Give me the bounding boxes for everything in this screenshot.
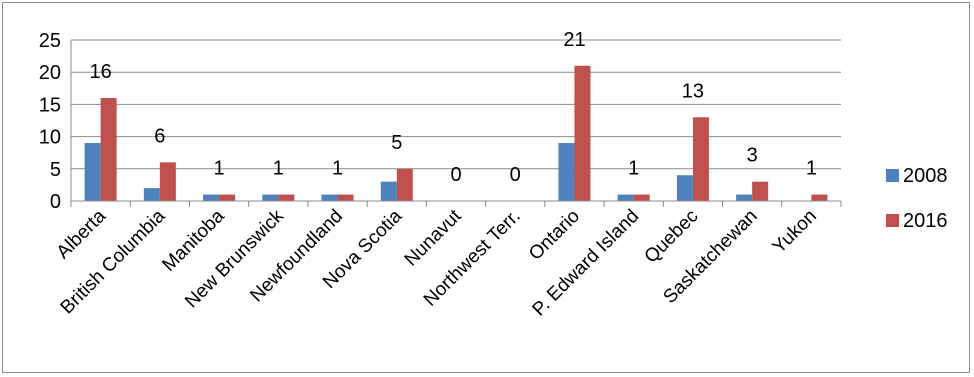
data-label: 3	[747, 145, 758, 167]
y-tick-label: 25	[39, 30, 61, 52]
bar-2008-quebec	[676, 175, 693, 201]
bar-2008-p-edward-island	[617, 194, 634, 201]
bar-2016-manitoba	[219, 194, 236, 201]
data-label: 0	[450, 164, 461, 186]
bar-2016-new-brunswick	[278, 194, 295, 201]
data-label: 1	[273, 158, 284, 180]
bar-2008-alberta	[84, 143, 101, 201]
bar-2016-nova-scotia	[396, 168, 413, 201]
bar-2008-newfoundland	[321, 194, 338, 201]
y-tick-label: 0	[50, 191, 61, 213]
x-category-label: British Columbia	[57, 205, 170, 318]
bar-2016-quebec	[692, 117, 709, 201]
bar-2016-ontario	[574, 65, 591, 201]
gridlines	[71, 39, 841, 170]
bar-2016-newfoundland	[337, 194, 354, 201]
bar-2008-ontario	[558, 143, 575, 201]
bar-2016-p-edward-island	[633, 194, 650, 201]
data-label: 5	[391, 132, 402, 154]
y-tick-label: 5	[50, 159, 61, 181]
chart-frame: 0 5 10 15 20 25 Alberta British Columbia Manitob…	[2, 2, 970, 373]
data-label: 1	[628, 158, 639, 180]
data-label: 1	[214, 158, 225, 180]
bar-2016-british-columbia	[159, 162, 176, 201]
legend-label: 2016	[903, 210, 948, 232]
data-label: 1	[332, 158, 343, 180]
bar-2016-saskatchewan	[752, 181, 769, 201]
y-tick-label: 10	[39, 127, 61, 149]
bar-2008-manitoba	[203, 194, 220, 201]
bars	[84, 65, 828, 201]
legend-swatch	[886, 214, 899, 227]
data-label: 13	[682, 80, 704, 102]
data-label: 16	[89, 61, 111, 83]
data-labels: 16 6 1 1 1 5 0 0 21 1 13 3 1	[89, 29, 816, 186]
bar-2008-saskatchewan	[736, 194, 753, 201]
bar-2008-nova-scotia	[380, 181, 397, 201]
y-tick-label: 15	[39, 94, 61, 116]
data-label: 0	[510, 164, 521, 186]
data-label: 21	[563, 29, 585, 51]
data-label: 1	[806, 158, 817, 180]
x-category-label: Ontario	[525, 206, 584, 265]
legend-swatch	[886, 169, 899, 182]
bar-2008-british-columbia	[143, 188, 160, 201]
legend: 2008 2016	[886, 165, 948, 232]
x-category-label: P. Edward Island	[529, 206, 644, 321]
x-category-label: Yukon	[769, 206, 821, 258]
bar-2016-alberta	[100, 97, 117, 201]
bar-2016-yukon	[811, 194, 828, 201]
x-category-label: Alberta	[53, 205, 111, 263]
bar-2008-new-brunswick	[262, 194, 279, 201]
data-label: 6	[154, 125, 165, 147]
y-tick-label: 20	[39, 62, 61, 84]
legend-label: 2008	[903, 165, 948, 187]
